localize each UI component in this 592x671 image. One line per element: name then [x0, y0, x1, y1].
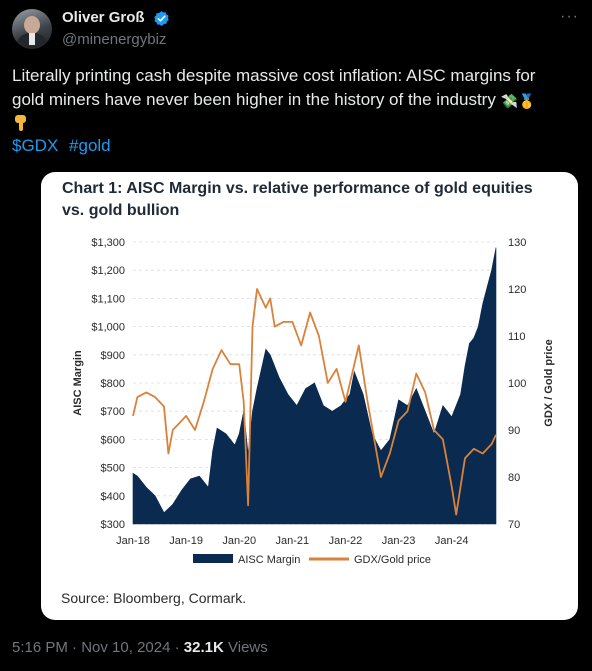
legend-label-aisc-margin: AISC Margin — [238, 554, 300, 566]
chart-title: Chart 1: AISC Margin vs. relative perfor… — [62, 180, 533, 219]
author-handle[interactable]: @minenergybiz — [62, 31, 167, 48]
pointing-down-icon — [15, 115, 26, 131]
author-name[interactable]: Oliver Groß — [62, 9, 145, 26]
y-tick-label: $600 — [101, 434, 125, 446]
verified-badge-icon — [154, 11, 169, 26]
hashtag-gold[interactable]: #gold — [69, 136, 111, 155]
y-tick-label: $900 — [101, 350, 125, 362]
x-tick-label: Jan-20 — [222, 535, 256, 547]
y-tick-label: $400 — [101, 491, 125, 503]
hashtags: $GDX #gold — [12, 136, 117, 156]
y-tick-label: $1,300 — [91, 237, 125, 249]
x-tick-label: Jan-22 — [329, 535, 363, 547]
author-avatar[interactable] — [12, 9, 52, 49]
y-tick-label: $1,200 — [91, 265, 125, 277]
series-line-gdx-gold — [132, 288, 497, 516]
y2-tick-label: 90 — [508, 425, 520, 437]
legend-swatch-aisc-margin — [193, 554, 233, 563]
y-tick-label: $300 — [101, 519, 125, 531]
y-tick-label: $800 — [101, 378, 125, 390]
tweet-emojis: 💸🥇 — [500, 92, 536, 109]
y-tick-label: $500 — [101, 463, 125, 475]
chart-source: Source: Bloomberg, Cormark. — [61, 590, 247, 606]
y-axis-title: AISC Margin — [72, 350, 84, 416]
views-count: 32.1K — [183, 639, 224, 656]
y2-tick-label: 100 — [508, 378, 526, 390]
chart-image[interactable]: Chart 1: AISC Margin vs. relative perfor… — [41, 172, 578, 620]
tweet-text: Literally printing cash despite massive … — [12, 64, 572, 113]
y-tick-label: $700 — [101, 406, 125, 418]
tweet-body: Literally printing cash despite massive … — [12, 66, 536, 109]
x-tick-label: Jan-24 — [435, 535, 469, 547]
x-tick-label: Jan-21 — [276, 535, 310, 547]
y-tick-label: $1,000 — [91, 322, 125, 334]
tweet-time[interactable]: 5:16 PM — [12, 639, 68, 656]
hashtag-gdx[interactable]: $GDX — [12, 136, 59, 155]
chart: $1,300 $1,200 $1,100 $1,000 $900 $800 $700 $600… — [72, 237, 555, 566]
y2-axis-title: GDX / Gold price — [543, 339, 555, 426]
x-tick-label: Jan-23 — [382, 535, 416, 547]
y-tick-label: $1,100 — [91, 293, 125, 305]
y2-tick-label: 130 — [508, 237, 526, 249]
x-tick-label: Jan-18 — [116, 535, 150, 547]
y2-tick-label: 70 — [508, 519, 520, 531]
y2-tick-label: 120 — [508, 284, 526, 296]
y2-tick-label: 110 — [508, 331, 526, 343]
x-tick-label: Jan-19 — [169, 535, 203, 547]
legend-label-gdx-gold: GDX/Gold price — [354, 554, 431, 566]
tweet-meta: 5:16 PM · Nov 10, 2024 · 32.1K Views — [12, 639, 268, 656]
views-label: Views — [228, 639, 268, 656]
more-icon[interactable]: ··· — [560, 8, 579, 25]
tweet-date[interactable]: Nov 10, 2024 — [81, 639, 171, 656]
y2-tick-label: 80 — [508, 472, 520, 484]
series-area-aisc-margin — [132, 247, 497, 525]
